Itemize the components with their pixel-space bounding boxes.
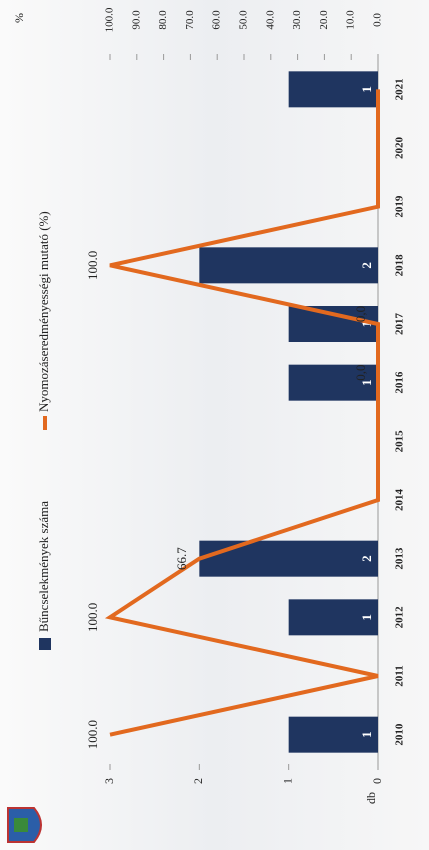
y2-tick-label: 80.0 xyxy=(157,10,169,30)
legend-label: Nyomozáseredményességi mutató (%) xyxy=(36,211,51,412)
x-tick-label: 2015 xyxy=(394,430,406,453)
y-tick-label: 0 xyxy=(370,778,384,784)
logo xyxy=(7,807,42,843)
line-value-label: 0,0 xyxy=(353,365,368,381)
line-value-label: 66.7 xyxy=(174,547,189,570)
y-tick-label: 2 xyxy=(191,778,205,784)
x-tick-label: 2012 xyxy=(394,606,406,629)
bar-value-label: 1 xyxy=(359,731,374,738)
line-value-label: 100.0 xyxy=(85,603,100,632)
bar-value-label: 1 xyxy=(359,321,374,328)
bar-value-label: 1 xyxy=(359,614,374,621)
legend-marker xyxy=(39,638,51,650)
y2-tick-label: 50.0 xyxy=(238,10,250,30)
bar xyxy=(199,247,378,284)
x-tick-label: 2011 xyxy=(394,665,406,686)
y2-tick-label: 100.0 xyxy=(104,7,116,32)
x-tick-label: 2013 xyxy=(394,547,406,570)
bar xyxy=(288,71,378,108)
y2-tick-label: 60.0 xyxy=(211,10,223,30)
bar xyxy=(288,599,378,636)
line-value-label: 100.0 xyxy=(85,251,100,280)
y2-tick-label: 40.0 xyxy=(264,10,276,30)
x-tick-label: 2017 xyxy=(394,313,406,336)
x-tick-label: 2016 xyxy=(394,371,406,394)
bar-value-label: 2 xyxy=(359,555,374,562)
y2-tick-label: 20.0 xyxy=(318,10,330,30)
y2-tick-label: 70.0 xyxy=(184,10,196,30)
line xyxy=(104,89,380,737)
bar-value-label: 2 xyxy=(359,262,374,269)
bar-value-label: 1 xyxy=(359,379,374,386)
bar xyxy=(288,364,378,401)
line-value-label: 100.0 xyxy=(85,720,100,749)
y2-tick-label: 0.0 xyxy=(372,13,384,27)
x-tick-label: 2020 xyxy=(394,137,406,160)
bar xyxy=(288,716,378,753)
legend-label: Bűncselekmények száma xyxy=(36,501,51,632)
y2-tick-label: 30.0 xyxy=(291,10,303,30)
bar xyxy=(288,306,378,342)
x-tick-label: 2019 xyxy=(394,195,406,218)
y-tick-label: 1 xyxy=(280,778,294,784)
x-tick-label: 2014 xyxy=(394,489,406,512)
line-value-label: 0,0 xyxy=(353,306,368,322)
x-tick-label: 2010 xyxy=(394,723,406,746)
bar xyxy=(199,540,378,577)
y-axis-label: db xyxy=(364,792,378,804)
y2-tick-label: 10.0 xyxy=(345,10,357,30)
x-tick-label: 2021 xyxy=(394,78,406,100)
bar-value-label: 1 xyxy=(359,86,374,93)
y2-axis-label: % xyxy=(12,13,26,23)
y-tick-label: 3 xyxy=(102,778,116,784)
x-tick-label: 2018 xyxy=(394,254,406,277)
y2-tick-label: 90.0 xyxy=(130,10,142,30)
